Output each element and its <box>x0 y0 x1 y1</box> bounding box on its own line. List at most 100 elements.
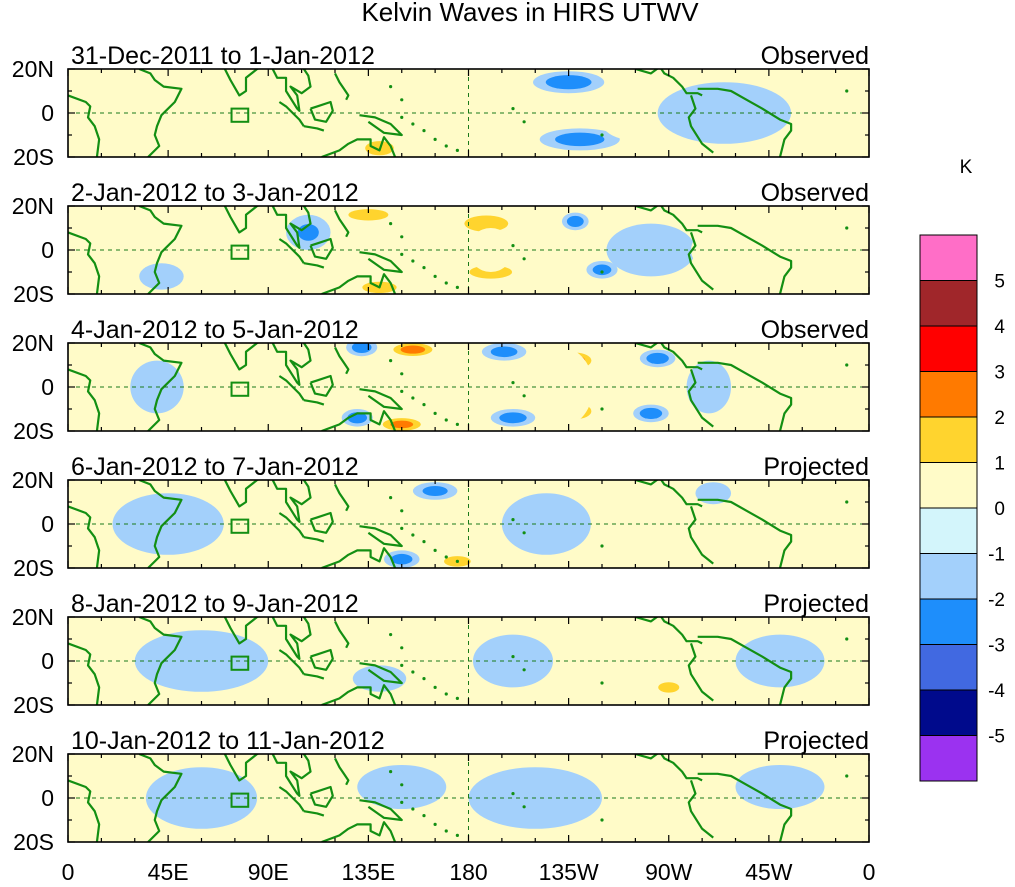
panel-status: Projected <box>763 590 869 618</box>
x-tick-label: 180 <box>449 859 487 885</box>
panel: 20N 0 20S 10-Jan-2012 to 11-Jan-2012 Project… <box>12 727 870 855</box>
anomaly-contour <box>145 767 258 829</box>
island-dot <box>511 792 515 796</box>
maldives-box <box>230 107 250 123</box>
coastline <box>697 772 793 842</box>
anomaly-contour <box>490 346 518 358</box>
y-tick-label: 0 <box>41 648 54 674</box>
coastline <box>635 69 703 97</box>
panel: 20N 0 20S 31-Dec-2011 to 1-Jan-2012 Observed <box>12 42 870 170</box>
coastline <box>359 525 403 548</box>
coastline <box>334 72 350 101</box>
panel-status: Observed <box>761 316 869 344</box>
y-tick-label: 20S <box>13 829 54 855</box>
anomaly-contour <box>566 215 584 227</box>
island-dot <box>433 411 437 415</box>
island-dot <box>845 500 849 504</box>
coastline <box>697 361 793 431</box>
island-dot <box>455 285 459 289</box>
maldives-box <box>230 381 250 397</box>
island-dot <box>422 403 426 407</box>
x-tick-label: 0 <box>62 859 75 885</box>
island-dot <box>600 133 604 137</box>
island-dot <box>444 829 448 833</box>
island-dot <box>433 137 437 141</box>
island-dot <box>522 394 526 398</box>
coastline <box>697 87 793 157</box>
coastline <box>303 399 325 406</box>
coastline <box>359 662 403 685</box>
y-tick-label: 20S <box>13 144 54 170</box>
anomaly-contour <box>422 486 448 496</box>
anomaly-contour <box>468 228 513 272</box>
island-dot <box>511 107 515 111</box>
maldives-box <box>230 655 250 671</box>
coastline <box>303 810 325 817</box>
panel-field <box>68 343 869 431</box>
island-dot <box>400 389 404 393</box>
island-dot <box>845 89 849 93</box>
panel-status: Projected <box>763 727 869 755</box>
anomaly-contour <box>472 634 554 688</box>
anomaly-contour <box>592 264 612 276</box>
coastline <box>309 374 334 397</box>
colorbar-swatch <box>919 735 978 782</box>
colorbar-swatch <box>919 507 978 554</box>
coastline <box>138 343 183 431</box>
anomaly-contour <box>390 420 414 429</box>
anomaly-contour <box>501 493 591 555</box>
panel-field <box>68 754 869 842</box>
coastline <box>303 262 325 269</box>
coastline <box>687 643 714 702</box>
panel-field <box>68 69 869 157</box>
coastline <box>309 511 334 534</box>
coastline <box>359 251 403 274</box>
island-dot <box>600 407 604 411</box>
anomaly-contour <box>391 553 413 565</box>
panel-date-range: 6-Jan-2012 to 7-Jan-2012 <box>71 453 359 481</box>
island-dot <box>522 120 526 124</box>
island-dot <box>400 252 404 256</box>
coastline <box>334 483 350 512</box>
x-tick-label: 45W <box>745 859 793 885</box>
chart-title: Kelvin Waves in HIRS UTWV <box>361 0 699 27</box>
island-dot <box>400 526 404 530</box>
y-tick-label: 0 <box>41 511 54 537</box>
coastline <box>303 125 325 132</box>
panel-date-range: 2-Jan-2012 to 3-Jan-2012 <box>71 179 359 207</box>
anomaly-contour <box>351 343 372 353</box>
panel-field <box>68 617 869 705</box>
island-dot <box>411 807 415 811</box>
island-dot <box>433 274 437 278</box>
island-dot <box>845 363 849 367</box>
coastline <box>334 757 350 786</box>
island-dot <box>411 533 415 537</box>
colorbar-label: -3 <box>988 636 1005 657</box>
colorbar-units: K <box>960 157 973 178</box>
coastline <box>309 648 334 671</box>
x-tick-label: 90W <box>645 859 693 885</box>
maldives-box <box>230 518 250 534</box>
coastline <box>303 673 325 680</box>
island-dot <box>422 266 426 270</box>
coastline <box>687 506 714 565</box>
island-dot <box>845 637 849 641</box>
anomaly-contour <box>464 215 509 232</box>
y-tick-label: 20N <box>12 330 54 356</box>
island-dot <box>455 148 459 152</box>
anomaly-contour <box>658 682 680 693</box>
colorbar-label: 0 <box>994 499 1005 520</box>
coastline <box>687 369 714 428</box>
colorbar-swatch <box>919 598 978 645</box>
island-dot <box>444 692 448 696</box>
coastline <box>321 273 397 294</box>
coastline <box>309 100 334 123</box>
coastline <box>635 617 703 645</box>
island-dot <box>433 548 437 552</box>
panel-date-range: 4-Jan-2012 to 5-Jan-2012 <box>71 316 359 344</box>
panel-date-range: 10-Jan-2012 to 11-Jan-2012 <box>71 727 385 755</box>
coastline <box>68 642 101 705</box>
y-tick-label: 0 <box>41 374 54 400</box>
island-dot <box>411 122 415 126</box>
